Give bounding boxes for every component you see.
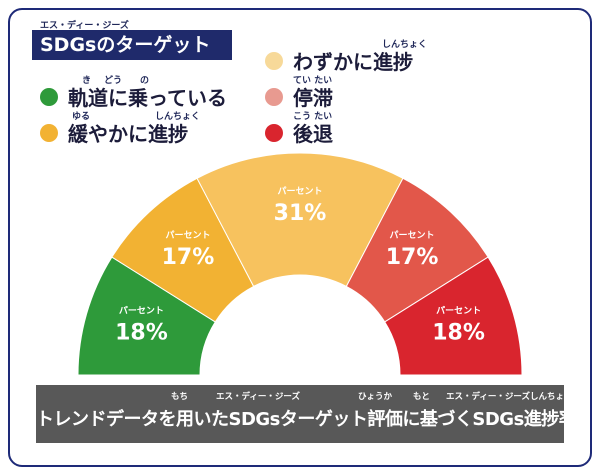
legend-ruby-no: の [140, 76, 150, 86]
legend-ruby-yuru: ゆる [72, 112, 91, 122]
segment-value-label-5: 18% [432, 320, 485, 345]
legend-label-regressing: 後退 [293, 122, 333, 146]
segment-value-label-4: 17% [386, 245, 439, 270]
legend-item-regressing: 後退 [265, 118, 333, 147]
legend-swatch-green [40, 87, 58, 106]
title-ruby: エス・ディー・ジーズ [40, 21, 129, 31]
legend-label-on-track: 軌道に乗っている [68, 86, 227, 110]
footer-caption: トレンドデータを用いたSDGsターゲット評価に基づくSDGs進捗率 [36, 409, 577, 430]
legend-swatch-pink [265, 87, 283, 106]
segment-unit-label-3: パーセント [277, 185, 322, 197]
legend-ruby-shinchoku-1: しんちょく [155, 112, 201, 122]
segment-unit-label-2: パーセント [165, 229, 210, 241]
segment-unit-label-5: パーセント [436, 304, 481, 316]
segment-value-label-1: 18% [115, 320, 168, 345]
chart-title-badge: SDGsのターゲット [32, 30, 232, 60]
legend-label-moderate: 緩やかに進捗 [68, 122, 188, 146]
legend-item-on-track: 軌道に乗っている [40, 82, 227, 111]
segment-value-label-2: 17% [162, 245, 215, 270]
legend-item-moderate: 緩やかに進捗 [40, 118, 188, 147]
legend-ruby-ki: き [82, 76, 92, 86]
legend-label-stagnant: 停滞 [293, 86, 333, 110]
legend-item-slight: わずかに進捗 [265, 46, 413, 75]
footer-bar: もち エス・ディー・ジーズ ひょうか もと エス・ディー・ジーズしんちょくりつ … [36, 385, 590, 443]
footer-ruby-sdgs-2: エス・ディー・ジーズしんちょくりつ [446, 392, 590, 402]
legend-ruby-shinchoku-2: しんちょく [382, 40, 428, 50]
legend-item-stagnant: 停滞 [265, 82, 333, 111]
legend-ruby-dou: どう [104, 76, 123, 86]
legend-ruby-koutai: こう たい [293, 112, 333, 122]
legend-ruby-teitai: てい たい [293, 76, 333, 86]
footer-ruby-moto: もと [413, 392, 430, 402]
legend-swatch-yellow [40, 123, 58, 142]
gauge-segment-3 [196, 152, 404, 288]
footer-ruby-hyouka: ひょうか [358, 392, 393, 402]
legend-swatch-red [265, 123, 283, 142]
legend-label-slight: わずかに進捗 [293, 50, 413, 74]
segment-unit-label-4: パーセント [390, 229, 435, 241]
footer-ruby-mochi: もち [171, 392, 189, 402]
legend-swatch-pale-yellow [265, 51, 283, 70]
segment-unit-label-1: パーセント [119, 304, 164, 316]
gauge-segment-5 [384, 256, 523, 376]
footer-ruby-sdgs-1: エス・ディー・ジーズ [216, 392, 300, 402]
segment-value-label-3: 31% [274, 201, 327, 226]
